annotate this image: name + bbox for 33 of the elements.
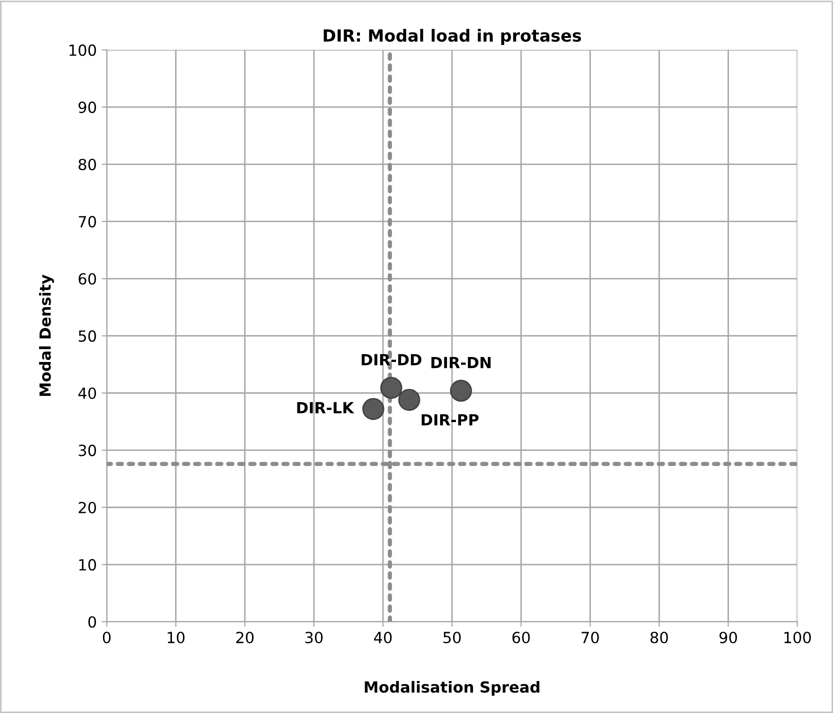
- annotation: DIR-DN: [431, 356, 491, 368]
- x-tick-label: 90: [719, 632, 737, 644]
- y-tick-label: 60: [78, 273, 96, 285]
- x-tick-label: 20: [236, 632, 254, 644]
- point: [380, 376, 402, 399]
- y-tick-label: 40: [78, 387, 96, 400]
- x-tick-label: 100: [784, 632, 811, 644]
- annotation: DIR-DD: [362, 354, 422, 366]
- x-tick-label: 0: [102, 632, 111, 644]
- y-tick-label: 50: [78, 330, 96, 342]
- x-tick-label: 30: [305, 632, 323, 644]
- x-tick-label: 10: [168, 632, 185, 644]
- y-tick-label: 70: [78, 216, 96, 228]
- x-tick-label: 60: [512, 632, 530, 644]
- annotation: DIR-PP: [422, 414, 479, 426]
- y-tick-label: 90: [78, 102, 96, 114]
- chart-title: DIR: Modal load in protases: [324, 28, 582, 46]
- y-tick-label: 10: [79, 559, 96, 571]
- y-tick-label: 20: [78, 502, 96, 514]
- x-tick-label: 80: [650, 632, 668, 644]
- annotation: DIR-LK: [297, 402, 354, 414]
- point: [362, 398, 384, 420]
- point: [450, 380, 472, 402]
- x-tick-label: 50: [443, 632, 461, 644]
- x-tick-label: 40: [374, 632, 392, 644]
- point: [398, 388, 420, 411]
- x-tick-label: 70: [582, 632, 599, 644]
- y-tick-label: 0: [88, 616, 96, 628]
- y-axis-title: Modal Density: [39, 274, 54, 396]
- y-tick-label: 30: [78, 444, 96, 456]
- y-tick-label: 80: [78, 158, 96, 170]
- x-axis-title: Modalisation Spread: [364, 680, 540, 696]
- y-tick-label: 100: [70, 44, 96, 56]
